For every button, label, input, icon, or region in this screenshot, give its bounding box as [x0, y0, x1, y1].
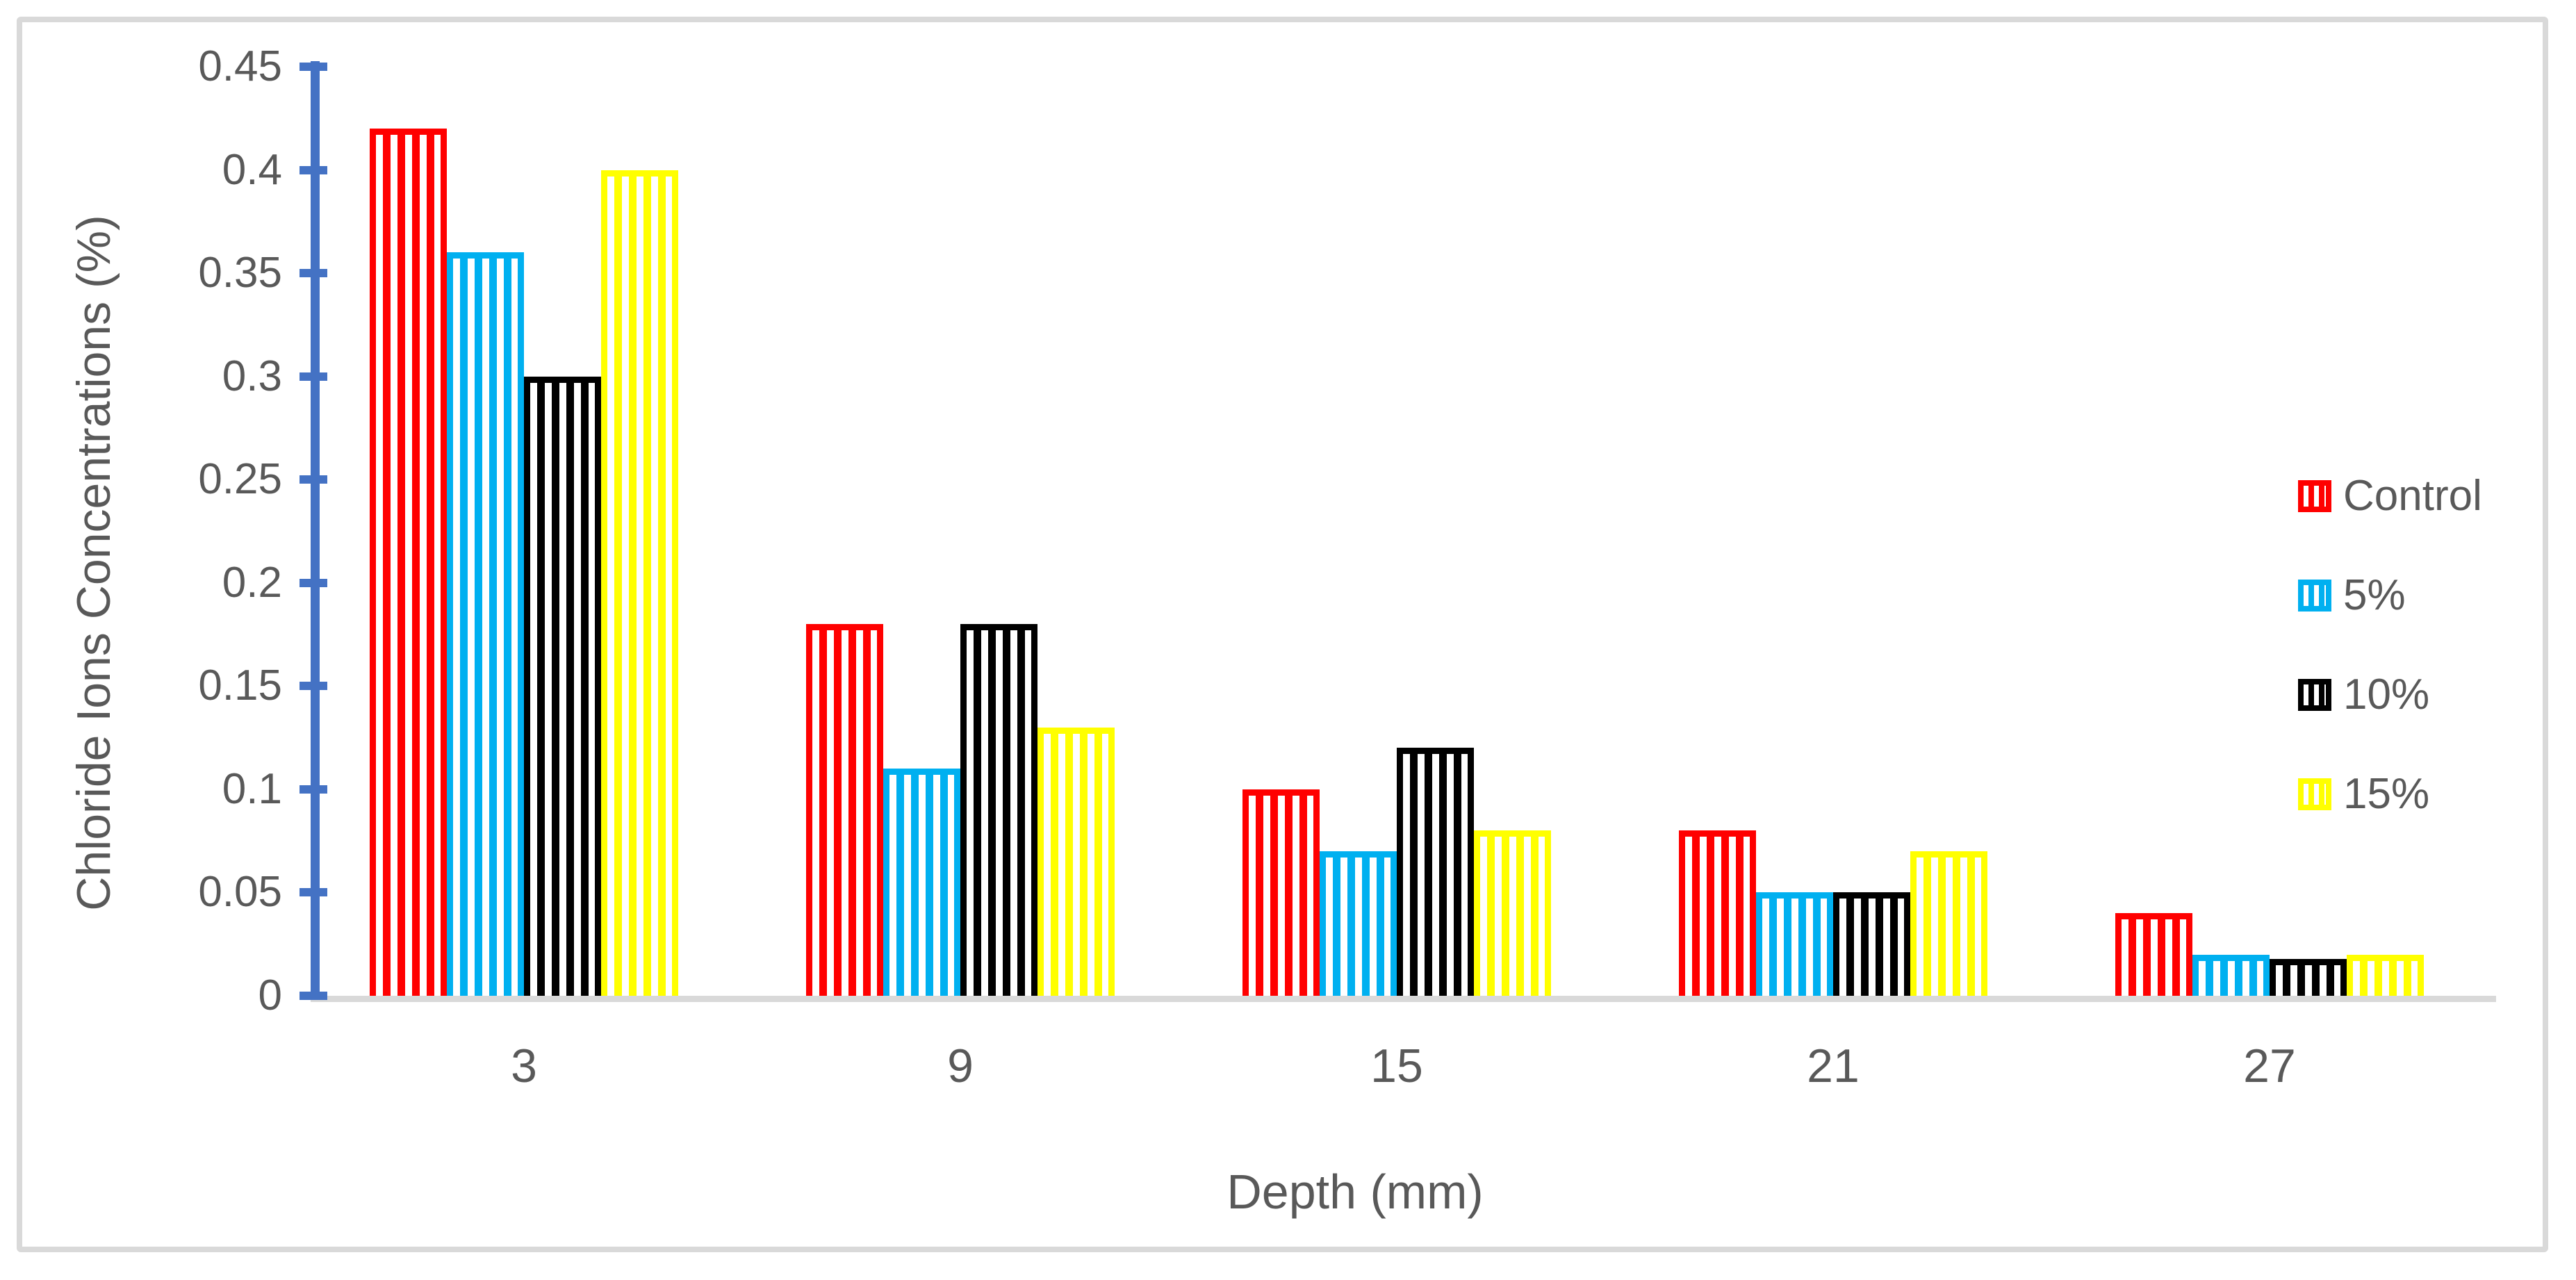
legend-swatch-icon — [2298, 778, 2331, 810]
y-tick-label: 0.4 — [222, 146, 282, 194]
x-category-label: 21 — [1807, 1040, 1860, 1092]
bar-10pct-depth-21 — [1833, 892, 1910, 996]
legend-label: 5% — [2343, 571, 2406, 619]
y-tick-label: 0.35 — [198, 249, 282, 297]
bar-10pct-depth-27 — [2270, 959, 2347, 996]
y-tick-mark — [300, 475, 327, 484]
bar-15pct-depth-15 — [1474, 830, 1551, 996]
bar-10pct-depth-15 — [1397, 748, 1474, 996]
y-axis-line — [311, 61, 320, 999]
legend-swatch-icon — [2298, 580, 2331, 612]
y-tick-label: 0 — [258, 971, 282, 1019]
y-tick-mark — [300, 579, 327, 587]
y-tick-label: 0.3 — [222, 352, 282, 400]
legend-swatch-icon — [2298, 679, 2331, 711]
x-category-label: 3 — [511, 1040, 537, 1092]
bar-Control-depth-9 — [806, 624, 883, 996]
x-category-label: 27 — [2243, 1040, 2296, 1092]
y-tick-mark — [300, 372, 327, 381]
legend-label: 10% — [2343, 671, 2430, 719]
bar-10pct-depth-9 — [960, 624, 1037, 996]
y-tick-label: 0.2 — [222, 559, 282, 607]
y-tick-mark — [300, 785, 327, 794]
bar-15pct-depth-3 — [601, 170, 678, 996]
legend-swatch-icon — [2298, 480, 2331, 512]
y-tick-mark — [300, 63, 327, 71]
bar-5pct-depth-21 — [1756, 892, 1833, 996]
bar-15pct-depth-27 — [2347, 955, 2424, 996]
chart-border — [17, 17, 2548, 1252]
x-category-label: 9 — [947, 1040, 974, 1092]
bar-5pct-depth-15 — [1320, 851, 1397, 996]
bar-5pct-depth-27 — [2192, 955, 2270, 996]
y-tick-mark — [300, 992, 327, 1000]
bar-Control-depth-27 — [2115, 913, 2192, 996]
bar-5pct-depth-3 — [447, 252, 524, 996]
x-axis-title: Depth (mm) — [1227, 1165, 1484, 1219]
bar-Control-depth-15 — [1242, 789, 1320, 996]
y-tick-label: 0.15 — [198, 662, 282, 709]
legend-label: 15% — [2343, 770, 2430, 818]
bar-10pct-depth-3 — [524, 377, 601, 996]
y-tick-mark — [300, 269, 327, 277]
bar-5pct-depth-9 — [883, 769, 960, 996]
x-category-label: 15 — [1370, 1040, 1423, 1092]
y-tick-label: 0.05 — [198, 868, 282, 916]
bar-Control-depth-21 — [1679, 830, 1756, 996]
y-tick-mark — [300, 166, 327, 174]
bar-15pct-depth-21 — [1910, 851, 1987, 996]
y-tick-label: 0.1 — [222, 765, 282, 813]
y-tick-mark — [300, 682, 327, 690]
bar-15pct-depth-9 — [1037, 728, 1115, 996]
legend-label: Control — [2343, 472, 2482, 520]
y-tick-label: 0.25 — [198, 455, 282, 503]
y-tick-mark — [300, 888, 327, 896]
y-tick-label: 0.45 — [198, 42, 282, 90]
bar-Control-depth-3 — [370, 129, 447, 996]
x-axis-line — [311, 996, 2496, 1002]
